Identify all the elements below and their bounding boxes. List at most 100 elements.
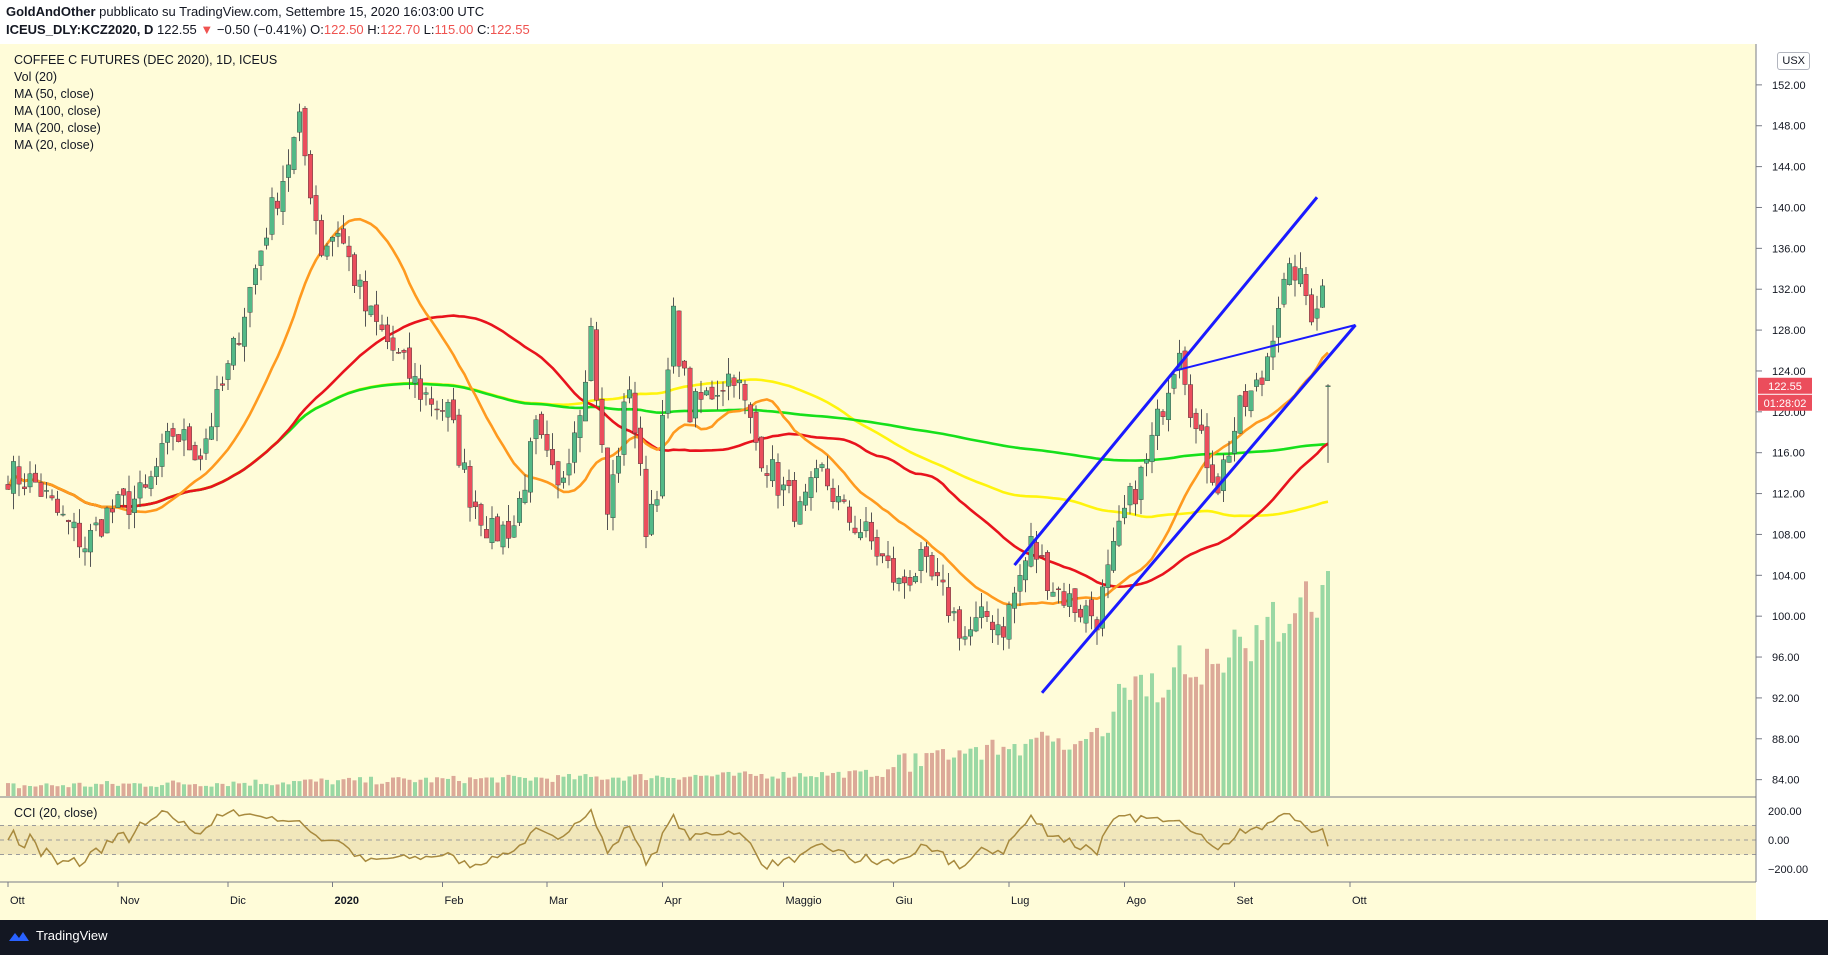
candle-body bbox=[720, 390, 726, 392]
volume-bar bbox=[385, 782, 390, 796]
candle-body bbox=[225, 363, 231, 380]
time-tick-label: Apr bbox=[665, 895, 682, 907]
candle-body bbox=[775, 462, 781, 496]
candle-body bbox=[1105, 564, 1111, 588]
volume-bar bbox=[825, 775, 830, 796]
volume-bar bbox=[77, 782, 82, 796]
candle-body bbox=[764, 473, 770, 476]
candle-body bbox=[1078, 608, 1083, 618]
volume-bar bbox=[61, 785, 65, 796]
price-chart[interactable]: 84.00 88.00 92.00 96.00 100.00 104.00 108.00 11… bbox=[0, 44, 1828, 920]
candle-body bbox=[836, 496, 841, 503]
volume-bar bbox=[336, 780, 340, 796]
volume-bar bbox=[1172, 667, 1176, 796]
price-tick-label: 108.00 bbox=[1772, 529, 1806, 541]
volume-bar bbox=[446, 778, 450, 796]
countdown-badge bbox=[1758, 394, 1812, 411]
candle-body bbox=[1138, 466, 1144, 500]
candle-body bbox=[616, 455, 621, 474]
candle-body bbox=[148, 476, 154, 489]
volume-bar bbox=[1232, 629, 1237, 796]
candle-body bbox=[280, 181, 286, 212]
volume-bar bbox=[1293, 613, 1297, 796]
price-tick-label: 148.00 bbox=[1772, 121, 1806, 133]
volume-bar bbox=[600, 779, 604, 796]
volume-bar bbox=[363, 782, 368, 796]
candle-body bbox=[445, 401, 451, 418]
volume-bar bbox=[55, 786, 60, 796]
author-name[interactable]: GoldAndOther bbox=[6, 4, 96, 19]
candle-body bbox=[665, 369, 671, 414]
legend-vol[interactable]: Vol (20) bbox=[14, 70, 58, 84]
candle-body bbox=[759, 436, 764, 469]
volume-bar bbox=[941, 749, 945, 796]
volume-bar bbox=[1122, 687, 1127, 796]
volume-bar bbox=[1100, 736, 1105, 796]
candle-body bbox=[902, 576, 907, 584]
legend-ma200[interactable]: MA (200, close) bbox=[14, 121, 101, 135]
volume-bar bbox=[611, 777, 615, 796]
candle-body bbox=[1265, 356, 1270, 381]
volume-bar bbox=[292, 780, 296, 796]
price-tick-label: 96.00 bbox=[1772, 652, 1800, 664]
candle-body bbox=[220, 383, 225, 386]
volume-bar bbox=[1326, 571, 1330, 796]
volume-bar bbox=[451, 775, 456, 796]
candle-body bbox=[203, 438, 209, 454]
last-price-badge-text: 122.55 bbox=[1768, 381, 1802, 393]
volume-bar bbox=[512, 775, 516, 796]
candle-body bbox=[1325, 385, 1331, 387]
candle-body bbox=[451, 399, 456, 421]
volume-bar bbox=[1276, 641, 1281, 796]
trend-channel[interactable] bbox=[1013, 196, 1357, 694]
candle-body bbox=[1061, 591, 1067, 606]
volume-bar bbox=[550, 781, 555, 796]
legend-ma50[interactable]: MA (50, close) bbox=[14, 87, 94, 101]
legend-ma20[interactable]: MA (20, close) bbox=[14, 138, 94, 152]
volume-bar bbox=[402, 778, 406, 796]
volume-bar bbox=[435, 777, 439, 796]
header-bar: GoldAndOther pubblicato su TradingView.c… bbox=[0, 0, 1828, 44]
chart-background bbox=[0, 44, 1756, 920]
candle-body bbox=[561, 477, 566, 483]
volume-bar bbox=[264, 783, 269, 796]
candle-body bbox=[1232, 430, 1237, 454]
brand[interactable]: TradingView bbox=[8, 928, 108, 943]
candle-body bbox=[264, 237, 269, 246]
currency-button[interactable]: USX bbox=[1777, 52, 1810, 70]
candle-body bbox=[1237, 395, 1243, 434]
volume-bar bbox=[506, 774, 511, 796]
candle-body bbox=[638, 427, 643, 464]
volume-bar bbox=[17, 788, 21, 796]
volume-bar bbox=[374, 784, 379, 796]
volume-bar bbox=[847, 771, 852, 796]
volume-bar bbox=[1045, 735, 1050, 796]
candle-body bbox=[627, 389, 632, 399]
candle-body bbox=[643, 468, 649, 537]
legend-ma100[interactable]: MA (100, close) bbox=[14, 104, 101, 118]
published-text: pubblicato su TradingView.com, Settembre… bbox=[99, 4, 485, 19]
cci-legend[interactable]: CCI (20, close) bbox=[14, 806, 98, 820]
volume-bar bbox=[594, 776, 599, 796]
candle-body bbox=[1221, 459, 1226, 491]
candle-body bbox=[583, 381, 588, 422]
volume-bar bbox=[215, 783, 219, 796]
volume-bar bbox=[440, 778, 445, 796]
candle-body bbox=[55, 498, 60, 513]
time-tick-label: 2020 bbox=[335, 895, 359, 907]
candle-body bbox=[335, 233, 341, 237]
volume-bar bbox=[198, 786, 203, 796]
volume-bar bbox=[1298, 597, 1303, 796]
candle-body bbox=[1116, 520, 1122, 546]
volume-bar bbox=[275, 784, 280, 796]
candle-body bbox=[462, 462, 467, 470]
volume-bar bbox=[1227, 657, 1231, 796]
price-tick-label: 132.00 bbox=[1772, 284, 1806, 296]
candle-body bbox=[973, 617, 979, 632]
candle-body bbox=[572, 432, 577, 463]
candle-body bbox=[577, 415, 583, 438]
candle-body bbox=[511, 525, 517, 538]
volume-bar bbox=[341, 779, 346, 796]
volume-bar bbox=[968, 748, 973, 796]
volume-bar bbox=[187, 784, 192, 796]
